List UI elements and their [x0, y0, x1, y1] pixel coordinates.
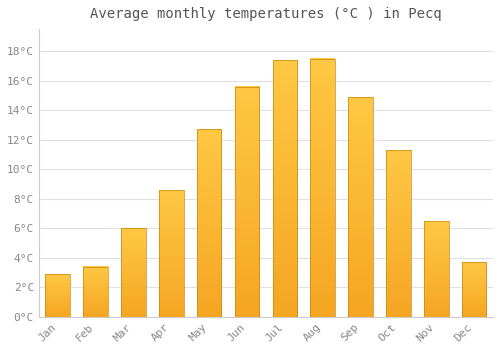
Bar [159, 190, 184, 317]
Bar [121, 228, 146, 317]
Title: Average monthly temperatures (°C ) in Pecq: Average monthly temperatures (°C ) in Pe… [90, 7, 442, 21]
Bar [424, 221, 448, 317]
Bar [234, 86, 260, 317]
Bar [197, 130, 222, 317]
Bar [84, 267, 108, 317]
Bar [310, 58, 335, 317]
Bar [272, 60, 297, 317]
Bar [348, 97, 373, 317]
Bar [46, 274, 70, 317]
Bar [462, 262, 486, 317]
Bar [386, 150, 410, 317]
